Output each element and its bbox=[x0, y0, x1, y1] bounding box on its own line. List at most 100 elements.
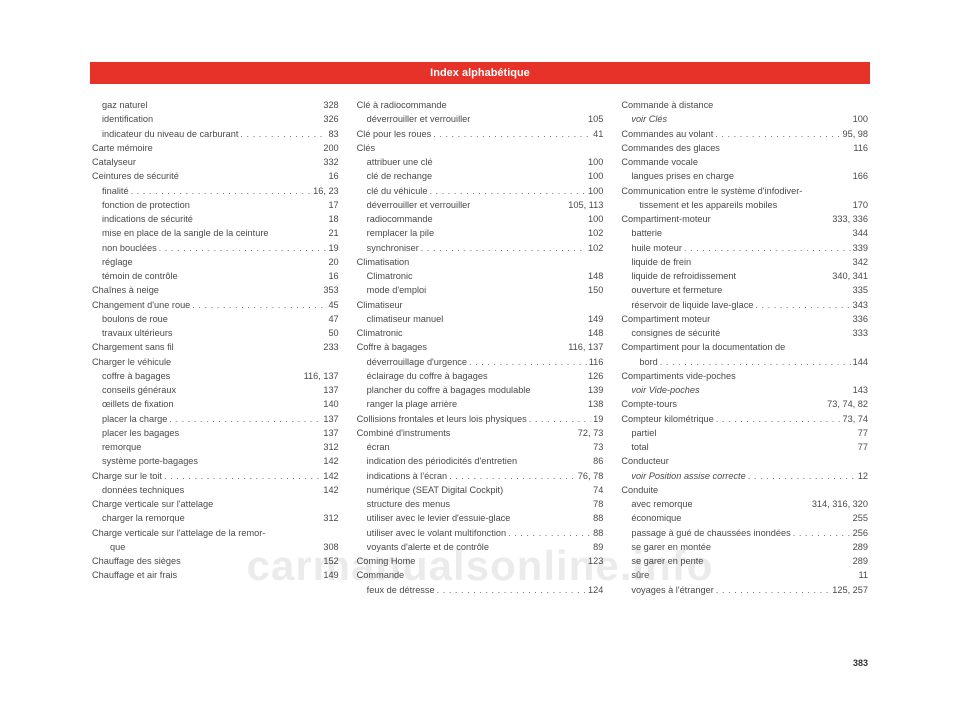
entry-page: 312 bbox=[323, 440, 338, 454]
index-entry: Compartiments vide-poches bbox=[621, 369, 868, 383]
entry-page: 256 bbox=[853, 526, 868, 540]
entry-label: Compteur kilométrique bbox=[621, 412, 713, 426]
leader-dots bbox=[664, 227, 851, 236]
leader-dots bbox=[415, 270, 586, 279]
index-entry: données techniques142 bbox=[92, 483, 339, 497]
entry-page: 45 bbox=[328, 298, 338, 312]
leader-dots bbox=[127, 541, 321, 550]
index-entry: système porte-bagages142 bbox=[92, 454, 339, 468]
index-entry: Commandes au volant95, 98 bbox=[621, 127, 868, 141]
index-column-2: Clé à radiocommandedéverrouiller et verr… bbox=[357, 98, 604, 648]
entry-page: 328 bbox=[323, 98, 338, 112]
leader-dots bbox=[183, 555, 322, 564]
index-entry: Clé à radiocommande bbox=[357, 98, 604, 112]
entry-label: éclairage du coffre à bagages bbox=[367, 369, 488, 383]
leader-dots bbox=[532, 384, 586, 393]
leader-dots bbox=[716, 583, 830, 592]
entry-page: 137 bbox=[323, 426, 338, 440]
entry-label: Chaînes à neige bbox=[92, 283, 159, 297]
entry-label: réservoir de liquide lave-glace bbox=[631, 298, 753, 312]
index-entry: remorque312 bbox=[92, 440, 339, 454]
index-entry: voir Vide-poches143 bbox=[621, 383, 868, 397]
leader-dots bbox=[159, 241, 327, 250]
leader-dots bbox=[405, 327, 586, 336]
entry-label: Climatronic bbox=[367, 269, 413, 283]
entry-page: 137 bbox=[323, 412, 338, 426]
leader-dots bbox=[804, 184, 866, 193]
index-entry: Chaînes à neige353 bbox=[92, 283, 339, 297]
leader-dots bbox=[738, 270, 830, 279]
index-entry: numérique (SEAT Digital Cockpit)74 bbox=[357, 483, 604, 497]
leader-dots bbox=[722, 142, 851, 151]
entry-label: huile moteur bbox=[631, 241, 682, 255]
entry-page: 116 bbox=[589, 355, 604, 369]
entry-page: 17 bbox=[328, 198, 338, 212]
entry-page: 333, 336 bbox=[832, 212, 868, 226]
entry-label: identification bbox=[102, 112, 153, 126]
entry-label: utiliser avec le volant multifonction bbox=[367, 526, 506, 540]
entry-label: Changement d'une roue bbox=[92, 298, 190, 312]
index-entry: feux de détresse124 bbox=[357, 583, 604, 597]
entry-label: non bouclées bbox=[102, 241, 157, 255]
index-entry: économique255 bbox=[621, 511, 868, 525]
entry-label: remplacer la pile bbox=[367, 226, 434, 240]
entry-label: voir Position assise correcte bbox=[631, 469, 745, 483]
leader-dots bbox=[195, 213, 327, 222]
leader-dots bbox=[138, 156, 321, 165]
index-entry: batterie344 bbox=[621, 226, 868, 240]
leader-dots bbox=[176, 398, 322, 407]
entry-page: 333 bbox=[853, 326, 868, 340]
index-entry: Climatronic148 bbox=[357, 326, 604, 340]
leader-dots bbox=[738, 370, 866, 379]
leader-dots bbox=[700, 156, 866, 165]
entry-page: 344 bbox=[853, 226, 868, 240]
entry-page: 47 bbox=[328, 312, 338, 326]
leader-dots bbox=[169, 412, 321, 421]
entry-page: 140 bbox=[323, 397, 338, 411]
index-entry: Communication entre le système d'infodiv… bbox=[621, 184, 868, 198]
entry-page: 308 bbox=[323, 540, 338, 554]
index-entry: Compartiment pour la documentation de bbox=[621, 340, 868, 354]
index-entry: attribuer une clé100 bbox=[357, 155, 604, 169]
leader-dots bbox=[271, 227, 327, 236]
index-entry: radiocommande100 bbox=[357, 212, 604, 226]
entry-page: 16 bbox=[328, 269, 338, 283]
entry-page: 144 bbox=[853, 355, 868, 369]
index-entry: passage à gué de chaussées inondées256 bbox=[621, 526, 868, 540]
entry-page: 18 bbox=[328, 212, 338, 226]
entry-label: Catalyseur bbox=[92, 155, 136, 169]
entry-label: attribuer une clé bbox=[367, 155, 433, 169]
leader-dots bbox=[181, 427, 321, 436]
index-entry: gaz naturel328 bbox=[92, 98, 339, 112]
index-entry: Clés bbox=[357, 141, 604, 155]
entry-label: Compartiment pour la documentation de bbox=[621, 340, 785, 354]
leader-dots bbox=[715, 127, 840, 136]
index-entry: Chargement sans fil233 bbox=[92, 340, 339, 354]
entry-label: indication des périodicités d'entretien bbox=[367, 454, 517, 468]
entry-page: 137 bbox=[323, 383, 338, 397]
index-entry: partiel77 bbox=[621, 426, 868, 440]
leader-dots bbox=[164, 469, 321, 478]
index-entry: ouverture et fermeture335 bbox=[621, 283, 868, 297]
entry-label: Chauffage des sièges bbox=[92, 554, 181, 568]
index-entry: Compte-tours73, 74, 82 bbox=[621, 397, 868, 411]
entry-page: 100 bbox=[588, 184, 603, 198]
leader-dots bbox=[722, 327, 850, 336]
index-entry: langues prises en charge166 bbox=[621, 169, 868, 183]
header-title: Index alphabétique bbox=[430, 67, 530, 79]
leader-dots bbox=[149, 99, 321, 108]
leader-dots bbox=[449, 469, 576, 478]
entry-label: écran bbox=[367, 440, 390, 454]
index-entry: Commande vocale bbox=[621, 155, 868, 169]
leader-dots bbox=[434, 170, 586, 179]
leader-dots bbox=[705, 555, 850, 564]
entry-label: liquide de frein bbox=[631, 255, 691, 269]
index-entry: conseils généraux137 bbox=[92, 383, 339, 397]
leader-dots bbox=[716, 412, 841, 421]
leader-dots bbox=[155, 142, 322, 151]
leader-dots bbox=[452, 498, 591, 507]
leader-dots bbox=[693, 256, 851, 265]
leader-dots bbox=[683, 512, 850, 521]
index-entry: Commandes des glaces116 bbox=[621, 141, 868, 155]
leader-dots bbox=[651, 569, 856, 578]
